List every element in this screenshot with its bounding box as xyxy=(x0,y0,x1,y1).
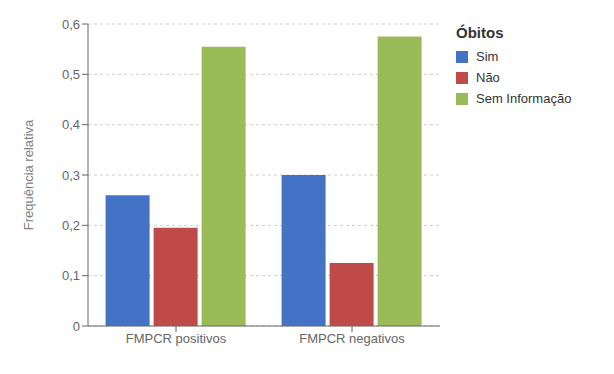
svg-text:0,1: 0,1 xyxy=(62,268,80,283)
svg-text:0,6: 0,6 xyxy=(62,17,80,32)
html-text:Não: Não xyxy=(476,70,500,85)
html-text:Sim: Sim xyxy=(476,49,499,64)
svg-text:FMPCR negativos: FMPCR negativos xyxy=(299,331,405,346)
svg-text:0: 0 xyxy=(73,319,80,334)
html-text:Sem Informação: Sem Informação xyxy=(476,91,572,106)
svg-text:Frequência relativa: Frequência relativa xyxy=(21,119,36,230)
svg-text:0,5: 0,5 xyxy=(62,67,80,82)
svg-text:0,4: 0,4 xyxy=(62,117,80,132)
svg-text:FMPCR positivos: FMPCR positivos xyxy=(126,331,227,346)
svg-text:0,2: 0,2 xyxy=(62,218,80,233)
html-text:Óbitos: Óbitos xyxy=(456,24,504,41)
svg-text:0,3: 0,3 xyxy=(62,168,80,183)
